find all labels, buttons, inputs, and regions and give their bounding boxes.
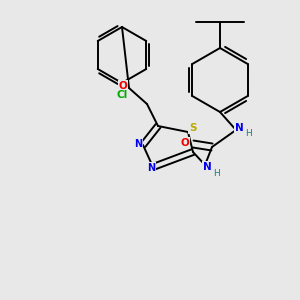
Text: O: O — [118, 81, 127, 91]
Text: O: O — [181, 138, 189, 148]
Text: Cl: Cl — [116, 90, 128, 100]
Text: H: H — [246, 128, 252, 137]
Text: N: N — [235, 123, 243, 133]
Text: N: N — [134, 139, 142, 149]
Text: S: S — [189, 123, 197, 133]
Text: H: H — [214, 169, 220, 178]
Text: N: N — [147, 163, 155, 173]
Text: N: N — [202, 162, 211, 172]
